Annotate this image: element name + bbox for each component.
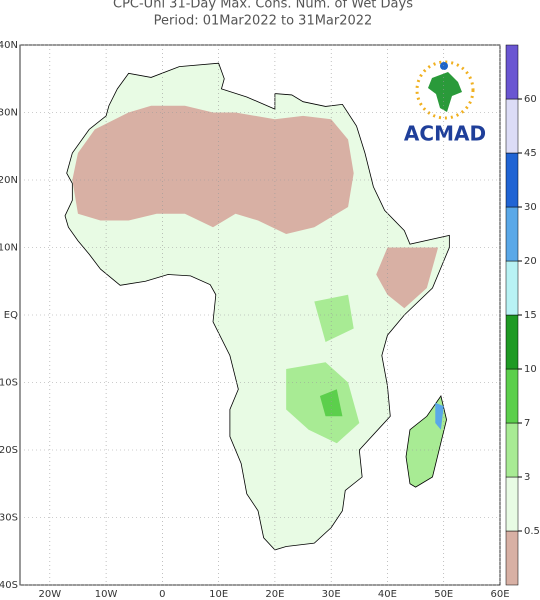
colorbar-label: 45	[524, 148, 537, 159]
colorbar-segment	[505, 368, 519, 424]
colorbar-segment	[505, 260, 519, 316]
wet-area	[314, 294, 354, 342]
colorbar-segment	[505, 152, 519, 208]
colorbar-segment	[505, 422, 519, 478]
colorbar-label: 10	[524, 364, 537, 375]
lat-tick-label: 40N	[0, 40, 18, 51]
colorbar-segment	[505, 98, 519, 154]
colorbar-segment	[505, 206, 519, 262]
lon-tick-label: 50E	[434, 589, 453, 600]
lon-tick-label: 20W	[39, 589, 62, 600]
colorbar-label: 20	[524, 256, 537, 267]
dry-area	[72, 105, 354, 234]
lat-tick-label: 10N	[0, 243, 18, 254]
colorbar-segment	[505, 314, 519, 370]
colorbar-label: 7	[524, 418, 530, 429]
colorbar-label: 60	[524, 94, 537, 105]
colorbar-label: 15	[524, 310, 537, 321]
colorbar-segment	[505, 476, 519, 532]
wet-area	[319, 389, 343, 417]
colorbar-segment	[505, 44, 519, 100]
lon-tick-label: 60E	[490, 589, 509, 600]
lon-tick-label: 10W	[95, 589, 118, 600]
colorbar-label: 0.5	[524, 526, 540, 537]
colorbar-label: 3	[524, 472, 530, 483]
wet-area	[435, 402, 444, 430]
lat-tick-label: 20N	[0, 175, 18, 186]
lat-tick-label: 20S	[0, 445, 18, 456]
colorbar-label: 30	[524, 202, 537, 213]
subtitle: Period: 01Mar2022 to 31Mar2022	[154, 14, 373, 29]
lat-tick-label: 10S	[0, 378, 18, 389]
lon-tick-label: 40E	[378, 589, 397, 600]
lat-tick-label: 30S	[0, 513, 18, 524]
lat-tick-label: 30N	[0, 108, 18, 119]
logo-text: ACMAD	[404, 122, 486, 146]
logo: ACMAD	[404, 60, 486, 146]
colorbar-segment	[505, 530, 519, 586]
lon-tick-label: 20E	[265, 589, 284, 600]
title: CPC-Uni 31-Day Max. Cons. Num. of Wet Da…	[113, 0, 413, 12]
lon-tick-label: 30E	[322, 589, 341, 600]
lon-tick-label: 10E	[209, 589, 228, 600]
lat-tick-label: EQ	[4, 310, 18, 321]
dry-area	[376, 247, 439, 309]
lon-tick-label: 0	[159, 589, 165, 600]
lat-tick-label: 40S	[0, 580, 18, 591]
